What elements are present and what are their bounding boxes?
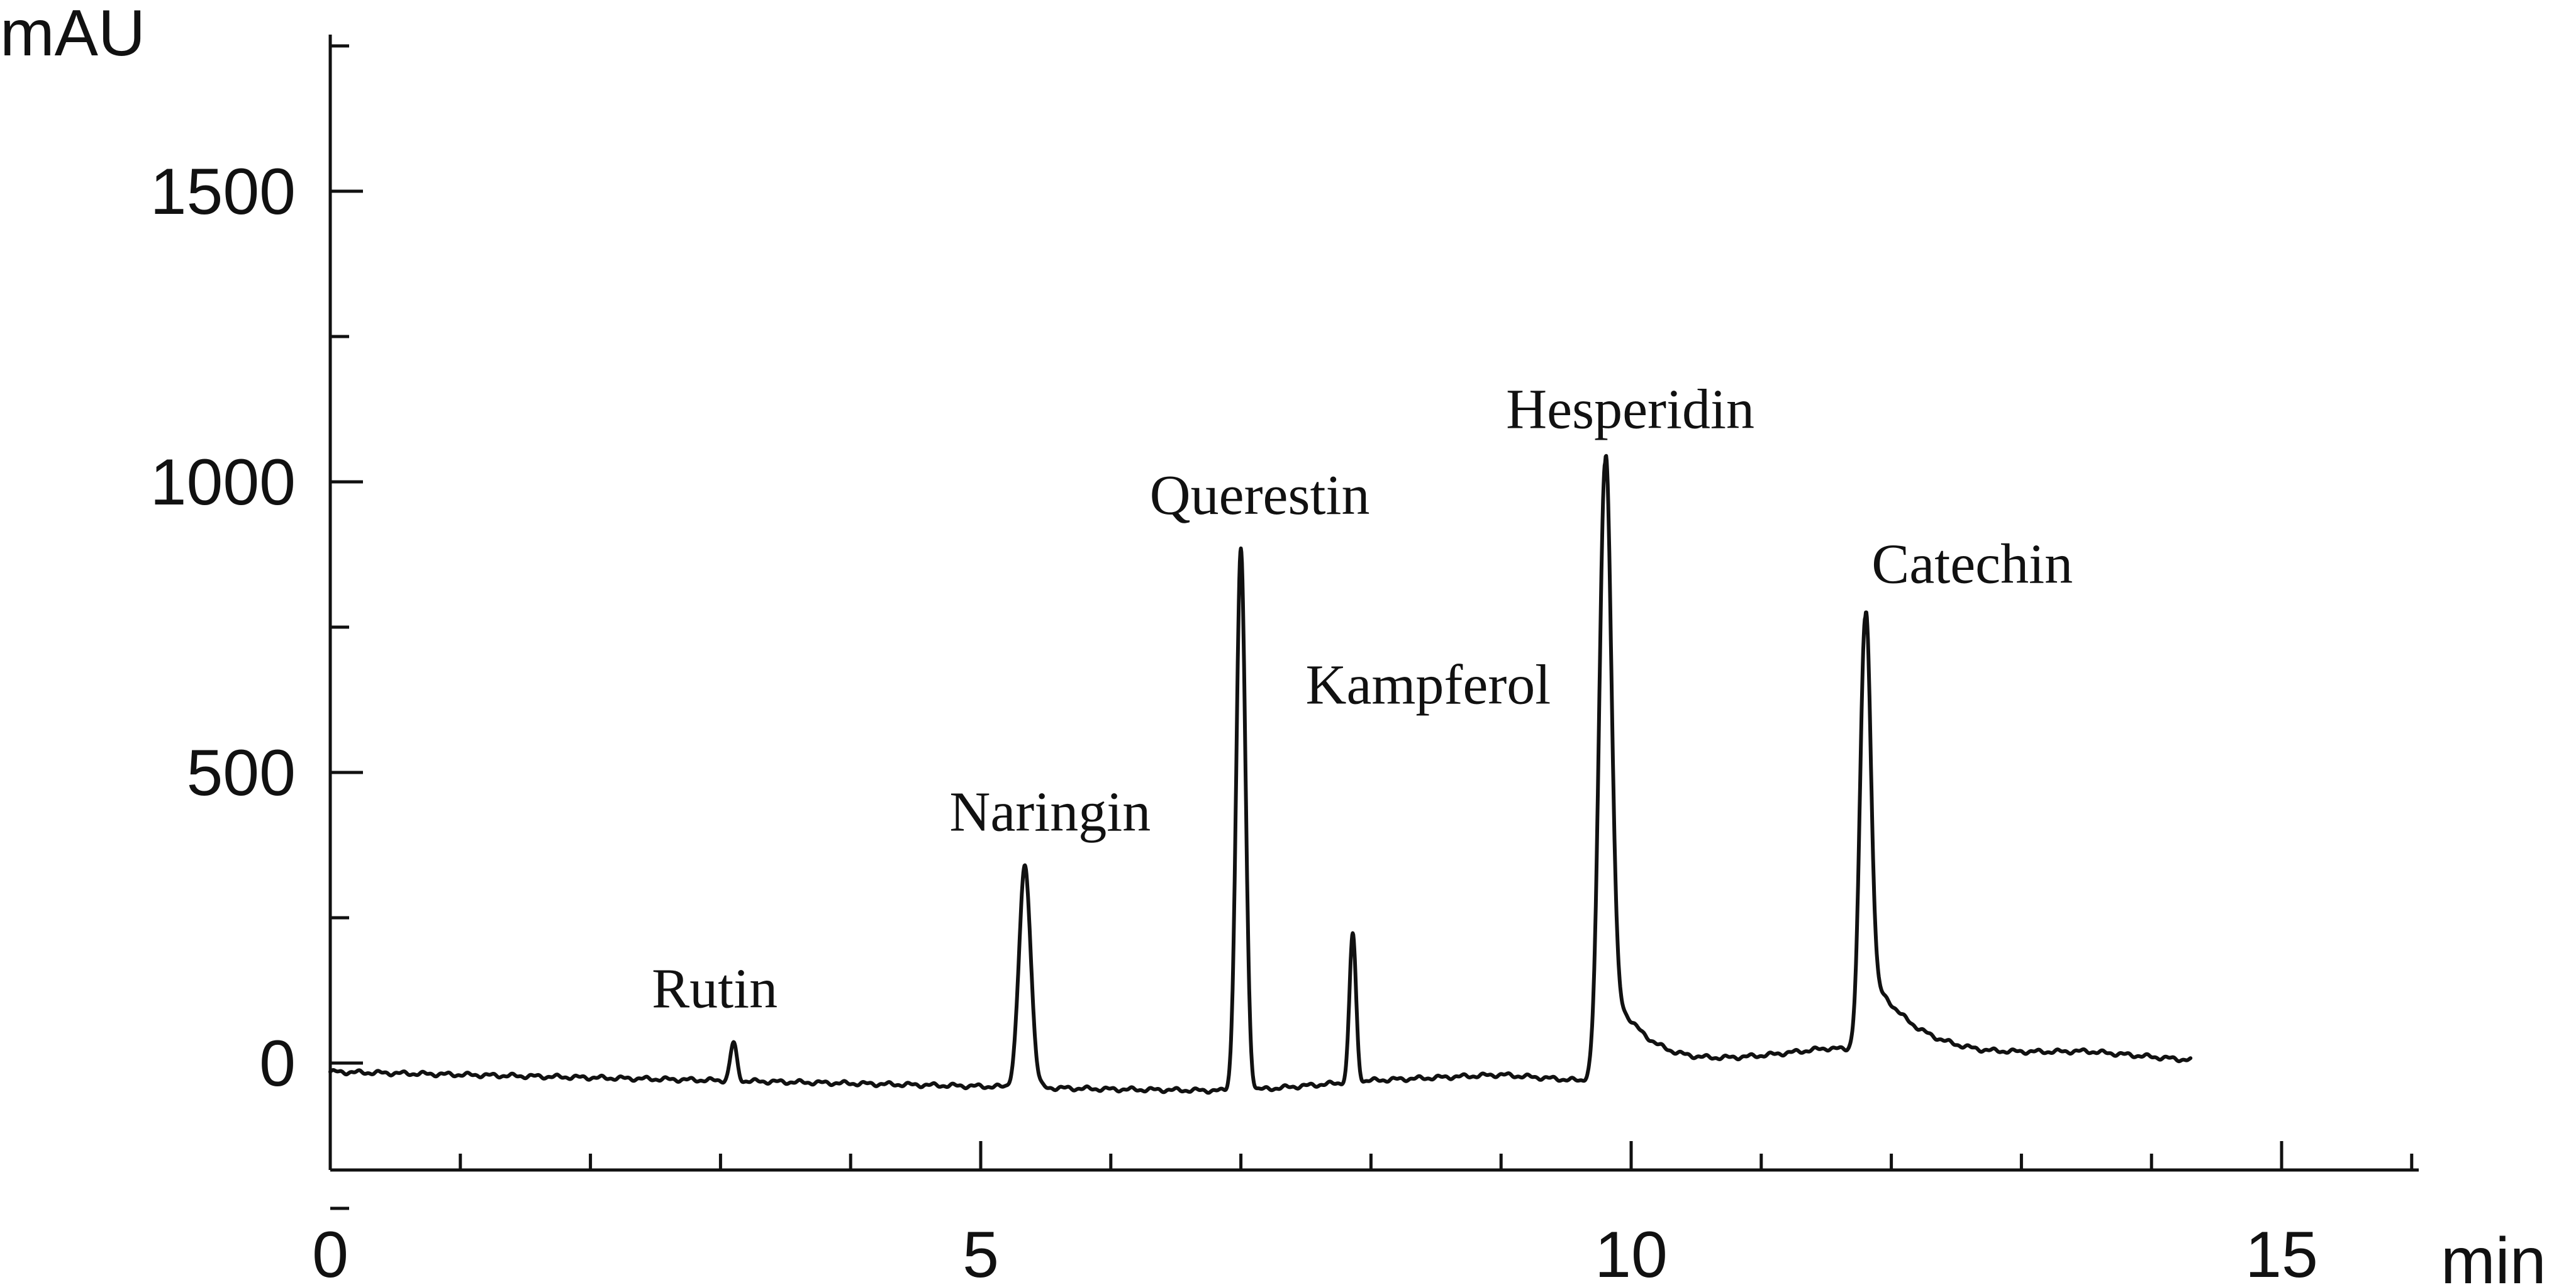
y-ticks [330, 44, 363, 1210]
y-tick-label: 1000 [150, 446, 296, 519]
x-tick-labels: 0 5 10 15 [312, 1218, 2318, 1287]
peak-label-kampferol: Kampferol [1305, 654, 1551, 716]
x-tick-label: 0 [312, 1218, 348, 1287]
peak-label-hesperidin: Hesperidin [1506, 379, 1754, 441]
peak-label-querestin: Querestin [1150, 464, 1370, 526]
peak-label-catechin: Catechin [1871, 533, 2073, 595]
x-tick-label: 10 [1595, 1218, 1668, 1287]
x-tick-label: 15 [2245, 1218, 2318, 1287]
y-tick-label: 0 [259, 1027, 296, 1100]
y-tick-label: 1500 [150, 155, 296, 228]
peak-labels: Rutin Naringin Querestin Kampferol Hesperidi… [652, 379, 2073, 1020]
y-axis-label: mAU [0, 0, 145, 70]
y-tick-label: 500 [186, 737, 296, 810]
chromatogram-trace [328, 454, 2193, 1095]
y-tick-labels: 0 500 1000 1500 [150, 155, 296, 1100]
peak-label-naringin: Naringin [949, 781, 1151, 844]
x-axis-label: min [2441, 1225, 2546, 1287]
x-tick-label: 5 [962, 1218, 999, 1287]
x-ticks [328, 1141, 2414, 1170]
peak-label-rutin: Rutin [652, 958, 778, 1020]
axes [328, 35, 2419, 1172]
